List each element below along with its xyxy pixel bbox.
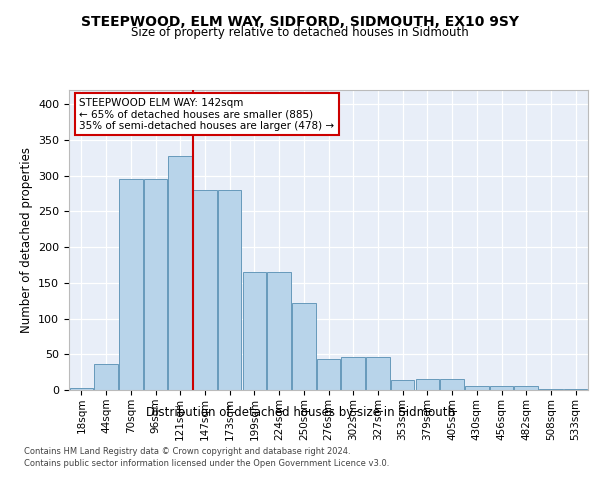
Bar xyxy=(218,190,241,390)
Bar xyxy=(119,180,143,390)
Text: Size of property relative to detached houses in Sidmouth: Size of property relative to detached ho… xyxy=(131,26,469,39)
Bar xyxy=(391,380,415,390)
Bar xyxy=(440,380,464,390)
Bar xyxy=(268,272,291,390)
Bar xyxy=(169,156,192,390)
Text: Distribution of detached houses by size in Sidmouth: Distribution of detached houses by size … xyxy=(146,406,455,419)
Bar xyxy=(465,386,488,390)
Bar xyxy=(416,380,439,390)
Bar xyxy=(341,357,365,390)
Bar xyxy=(94,364,118,390)
Text: Contains HM Land Registry data © Crown copyright and database right 2024.
Contai: Contains HM Land Registry data © Crown c… xyxy=(24,447,389,468)
Bar xyxy=(490,386,513,390)
Y-axis label: Number of detached properties: Number of detached properties xyxy=(20,147,32,333)
Bar xyxy=(144,180,167,390)
Text: STEEPWOOD, ELM WAY, SIDFORD, SIDMOUTH, EX10 9SY: STEEPWOOD, ELM WAY, SIDFORD, SIDMOUTH, E… xyxy=(81,16,519,30)
Bar xyxy=(193,190,217,390)
Bar xyxy=(70,388,93,390)
Text: STEEPWOOD ELM WAY: 142sqm
← 65% of detached houses are smaller (885)
35% of semi: STEEPWOOD ELM WAY: 142sqm ← 65% of detac… xyxy=(79,98,335,130)
Bar xyxy=(292,303,316,390)
Bar xyxy=(317,358,340,390)
Bar xyxy=(366,357,389,390)
Bar xyxy=(539,388,563,390)
Bar xyxy=(242,272,266,390)
Bar xyxy=(514,386,538,390)
